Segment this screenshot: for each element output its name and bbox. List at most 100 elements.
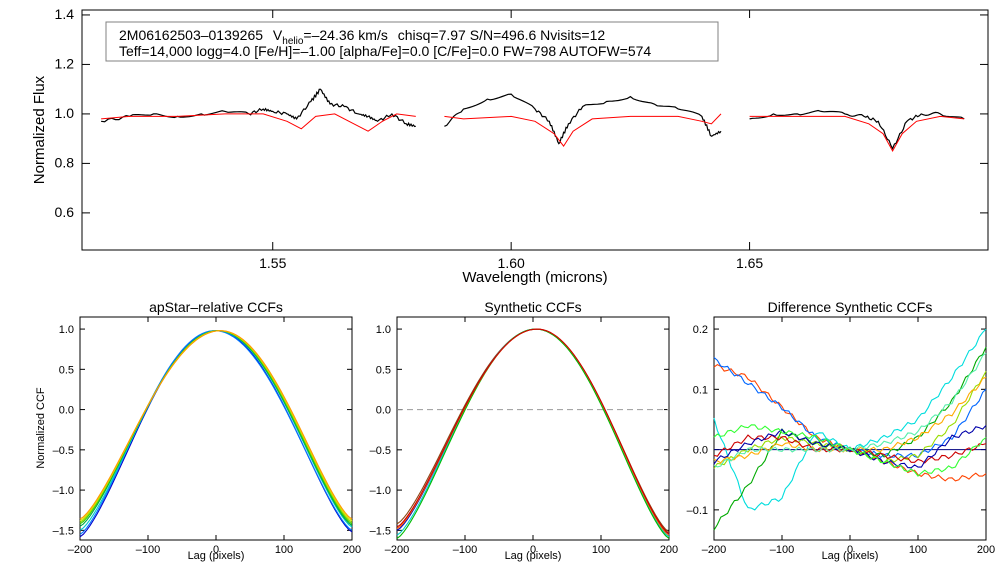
difference-ccf-series-d8 — [713, 425, 987, 469]
apstar-ccf-frame — [79, 316, 353, 541]
apstar-ccf-series-v6 — [79, 330, 353, 523]
synthetic-ccf-series-s1 — [396, 328, 670, 533]
y-tick-label: 1.0 — [55, 105, 75, 121]
legend-v-rest: =–24.36 km/s — [303, 27, 387, 43]
synthetic-ccf-ticks: –200 –100 0 100 200 1.0 0.5 0.0 –0.5 –1.0 –1.5 — [370, 317, 678, 556]
spectrum-xlabel: Wavelength (microns) — [462, 269, 607, 286]
apstar-ccf-series-v4 — [79, 330, 353, 527]
apstar-ccf-ticks: –200 –100 0 100 200 1.0 0.5 0.0 –0.5 –1.0 –1.5 — [53, 317, 361, 556]
apstar-ccf-series-v3 — [79, 330, 353, 531]
y-tick-label: 1.2 — [55, 55, 75, 71]
x-tick-label: 200 — [343, 544, 361, 556]
synthetic-ccf-series-s6 — [396, 328, 670, 535]
spectrum-synthetic-chip-1 — [101, 113, 416, 132]
synthetic-ccf-xlabel: Lag (pixels) — [505, 550, 562, 562]
difference-ccf-series-d2 — [713, 356, 987, 459]
difference-ccf-panel: Difference Synthetic CCFs –200 –100 0 100 20… — [687, 299, 996, 562]
difference-ccf-frame — [713, 316, 987, 541]
apstar-ccf-ylabel: Normalized CCF — [35, 387, 47, 469]
x-tick-label: –200 — [702, 544, 726, 556]
legend-line-1: 2M06162503–0139265 Vhelio=–24.36 km/s ch… — [119, 27, 605, 47]
difference-ccf-series-d4 — [713, 346, 987, 531]
x-tick-label: 1.65 — [736, 255, 763, 271]
spectrum-synthetic-chip-2 — [444, 113, 722, 147]
x-tick-label: 100 — [275, 544, 293, 556]
legend-v-sub: helio — [282, 36, 304, 47]
y-tick-label: –0.5 — [53, 445, 74, 457]
spectrum-observed-chip-2 — [444, 93, 722, 145]
x-tick-label: 1.60 — [498, 255, 525, 271]
difference-ccf-series-d9 — [713, 424, 987, 477]
difference-ccf-series-d1 — [713, 363, 987, 482]
y-tick-label: –1.5 — [370, 525, 391, 537]
apstar-ccf-series-v7 — [79, 330, 353, 522]
x-tick-label: 0 — [530, 544, 536, 556]
legend-object: 2M06162503–0139265 — [119, 27, 263, 43]
x-tick-label: –100 — [770, 544, 794, 556]
synthetic-ccf-frame — [396, 316, 670, 541]
apstar-ccf-series-v2 — [79, 330, 353, 535]
apstar-ccf-series-v8 — [79, 330, 353, 520]
difference-ccf-lines — [713, 328, 987, 531]
difference-ccf-xlabel: Lag (pixels) — [822, 550, 879, 562]
y-tick-label: –1.5 — [53, 525, 74, 537]
spectrum-ylabel: Normalized Flux — [31, 75, 48, 184]
spectrum-panel: 1.55 1.60 1.65 0.6 0.8 1.0 1.2 1.4 2M06162503–0… — [31, 6, 989, 286]
apstar-ccf-series-v5 — [79, 330, 353, 525]
legend-rest: chisq=7.97 S/N=496.6 Nvisits=12 — [398, 27, 606, 43]
synthetic-ccf-panel: Synthetic CCFs –200 –100 0 100 2001.00.50.0–… — [370, 299, 679, 562]
difference-ccf-ticks: –200 –100 0 100 200 0.2 0.1 0.0 –0.1 — [687, 317, 995, 556]
y-tick-label: –1.0 — [53, 485, 74, 497]
y-tick-label: 0.0 — [376, 405, 391, 417]
y-tick-label: 0.5 — [59, 364, 74, 376]
difference-ccf-title: Difference Synthetic CCFs — [768, 299, 933, 315]
apstar-ccf-series-v1 — [79, 330, 353, 538]
synthetic-ccf-series-s2 — [396, 328, 670, 535]
x-tick-label: 200 — [977, 544, 995, 556]
spectrum-observed-chip-3 — [749, 109, 965, 151]
x-tick-label: –100 — [136, 544, 160, 556]
legend-box — [105, 21, 719, 62]
x-tick-label: 100 — [909, 544, 927, 556]
y-tick-label: 1.4 — [55, 6, 75, 22]
x-tick-label: –100 — [453, 544, 477, 556]
difference-ccf-series-d10 — [713, 352, 987, 468]
y-tick-label: 0.1 — [693, 384, 708, 396]
x-tick-label: 100 — [592, 544, 610, 556]
y-tick-label: 0.0 — [693, 445, 708, 457]
y-tick-label: 0.0 — [59, 405, 74, 417]
legend-line-2: Teff=14,000 logg=4.0 [Fe/H]=–1.00 [alpha… — [119, 43, 651, 59]
y-tick-label: 0.2 — [693, 324, 708, 336]
x-tick-label: 1.55 — [259, 255, 286, 271]
apstar-ccf-panel: apStar–relative CCFs –200 –100 0 100 200 1.0 0… — [35, 299, 361, 562]
spectrum-ticks: 1.55 1.60 1.65 0.6 0.8 1.0 1.2 1.4 — [55, 6, 988, 271]
spectrum-lines — [101, 88, 965, 153]
spectrum-frame — [81, 9, 989, 251]
synthetic-ccf-title: Synthetic CCFs — [484, 299, 581, 315]
y-tick-label: 1.0 — [376, 324, 391, 336]
y-tick-label: –0.1 — [687, 505, 708, 517]
x-tick-label: –200 — [385, 544, 409, 556]
synthetic-ccf-series-s4 — [396, 328, 670, 539]
y-tick-label: 1.0 — [59, 324, 74, 336]
spectrum-observed-chip-1 — [101, 88, 416, 128]
x-tick-label: –200 — [68, 544, 92, 556]
apstar-ccf-title: apStar–relative CCFs — [149, 299, 283, 315]
x-tick-label: 0 — [847, 544, 853, 556]
y-tick-label: 0.6 — [55, 204, 75, 220]
y-tick-label: 0.8 — [55, 154, 75, 170]
synthetic-ccf-series-s3 — [396, 328, 670, 538]
y-tick-label: –0.5 — [370, 445, 391, 457]
difference-ccf-series-d3 — [713, 328, 987, 511]
apstar-ccf-xlabel: Lag (pixels) — [188, 550, 245, 562]
y-tick-label: –1.0 — [370, 485, 391, 497]
legend-v-prefix: V — [273, 27, 283, 43]
x-tick-label: 200 — [660, 544, 678, 556]
y-tick-label: 0.5 — [376, 364, 391, 376]
apstar-ccf-lines — [79, 330, 353, 538]
synthetic-ccf-lines — [396, 328, 670, 539]
x-tick-label: 0 — [213, 544, 219, 556]
synthetic-ccf-series-s5 — [396, 328, 670, 536]
spectrum-synthetic-chip-3 — [749, 115, 965, 153]
